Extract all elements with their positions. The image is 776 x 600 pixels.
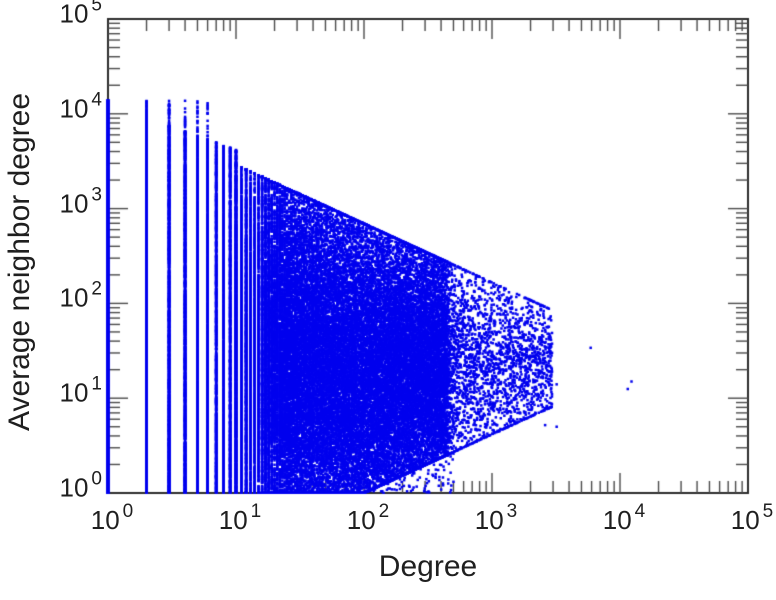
x-tick-label: 10 0	[90, 501, 134, 535]
x-axis-label: Degree	[378, 550, 478, 583]
y-tick-label: 10 0	[59, 468, 103, 503]
y-tick-label: 10 5	[59, 0, 103, 29]
y-tick-label: 10 4	[59, 89, 103, 124]
x-tick-label: 10 1	[218, 501, 262, 535]
x-tick-label: 10 5	[730, 501, 774, 535]
x-tick-label: 10 3	[474, 501, 518, 535]
y-tick-label: 10 1	[59, 373, 103, 408]
x-tick-label: 10 2	[346, 501, 390, 535]
y-tick-label: 10 2	[59, 278, 103, 313]
x-tick-label: 10 4	[602, 501, 646, 535]
y-axis-label: Average neighbor degree	[3, 92, 36, 432]
y-tick-label: 10 3	[59, 184, 103, 219]
